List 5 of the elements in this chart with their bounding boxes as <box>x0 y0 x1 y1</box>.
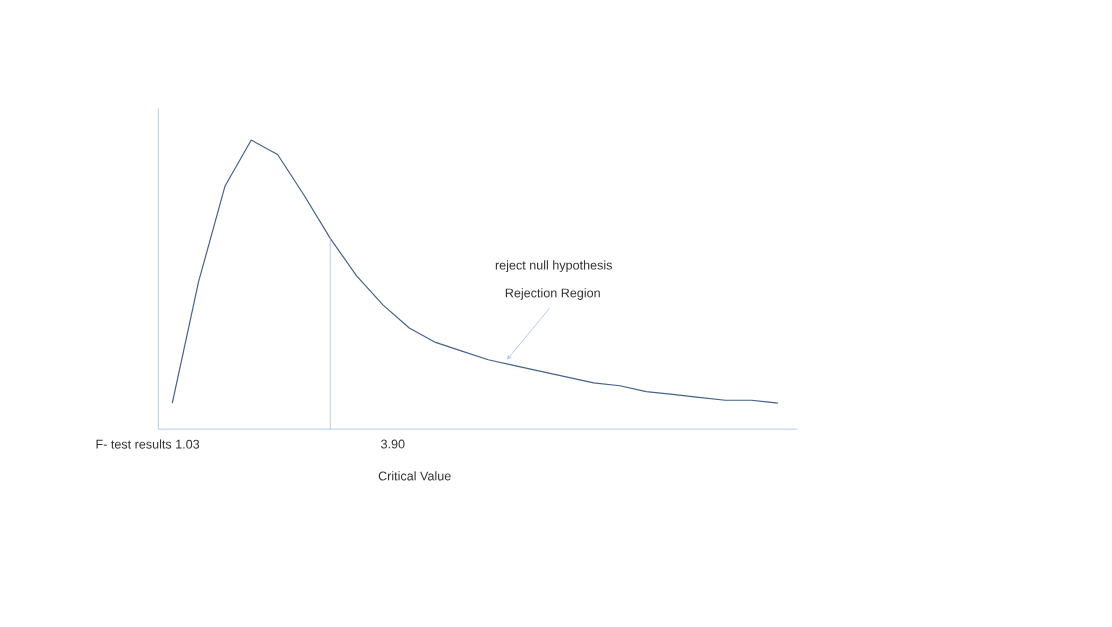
text: 3.90 <box>381 439 405 449</box>
annotation: reject null hypothesis <box>495 260 612 273</box>
text: Critical Value <box>378 471 451 481</box>
text: F- test results 1.03 <box>96 439 200 449</box>
annotation: Rejection Region <box>505 288 600 300</box>
